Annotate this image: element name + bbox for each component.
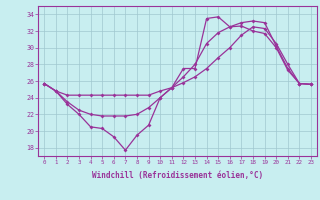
- X-axis label: Windchill (Refroidissement éolien,°C): Windchill (Refroidissement éolien,°C): [92, 171, 263, 180]
